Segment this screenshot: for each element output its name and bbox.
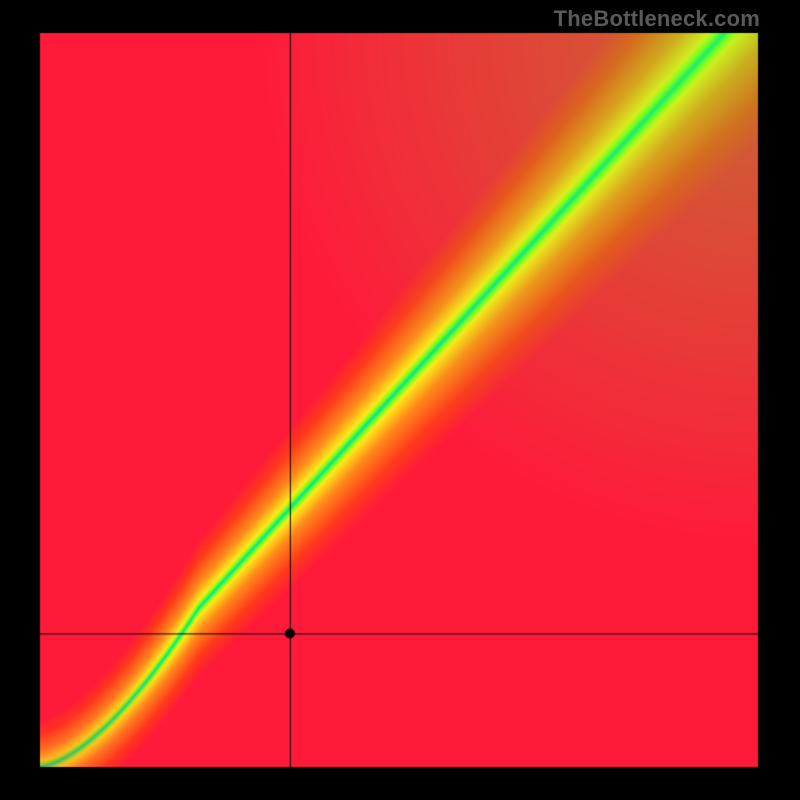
chart-container: TheBottleneck.com — [0, 0, 800, 800]
bottleneck-heatmap — [0, 0, 800, 800]
watermark-label: TheBottleneck.com — [554, 6, 760, 32]
